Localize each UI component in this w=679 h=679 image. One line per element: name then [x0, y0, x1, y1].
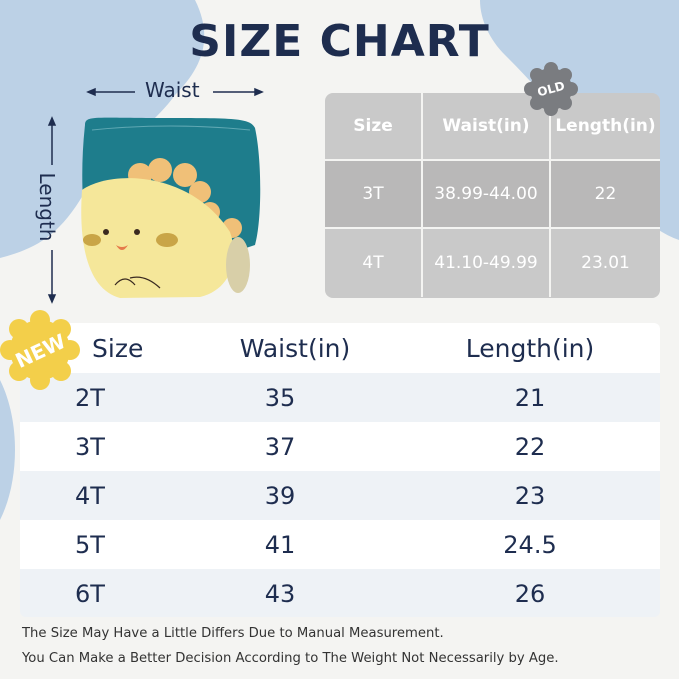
old-size-table: Size Waist(in) Length(in) 3T 38.99-44.00…	[325, 93, 660, 298]
cell-size: 3T	[325, 161, 423, 227]
cell-waist: 35	[264, 383, 296, 412]
note-weight: You Can Make a Better Decision According…	[22, 651, 559, 666]
cell-size: 2T	[75, 383, 105, 412]
new-size-table: Size Waist(in) Length(in) 2T 35 21 3T 37 22 …	[20, 323, 660, 617]
cell-length: 23	[514, 481, 546, 510]
cell-size: 3T	[75, 432, 105, 461]
cell-size: 4T	[75, 481, 105, 510]
table-row: 3T 38.99-44.00 22	[325, 161, 660, 229]
table-row: 6T 43 26	[20, 569, 660, 617]
header-size: Size	[325, 93, 423, 159]
cell-waist: 39	[264, 481, 296, 510]
table-row: 4T 41.10-49.99 23.01	[325, 229, 660, 297]
length-label: Length	[35, 172, 59, 242]
cell-length: 24.5	[503, 530, 557, 559]
old-badge: OLD	[524, 62, 578, 116]
cell-waist: 41.10-49.99	[423, 229, 551, 297]
table-header-row: Size Waist(in) Length(in)	[325, 93, 660, 161]
cell-waist: 38.99-44.00	[423, 161, 551, 227]
cell-length: 22	[594, 184, 617, 204]
cell-waist: 43	[264, 579, 296, 608]
table-row: 2T 35 21	[20, 373, 660, 422]
cell-size: 5T	[75, 530, 105, 559]
length-arrow-icon	[47, 116, 57, 304]
cell-waist: 37	[264, 432, 296, 461]
table-row: 4T 39 23	[20, 471, 660, 520]
header-waist: Waist(in)	[423, 93, 551, 159]
old-badge-text: OLD	[536, 79, 567, 100]
cell-length: 21	[514, 383, 546, 412]
header-size: Size	[92, 333, 144, 363]
table-row: 5T 41 24.5	[20, 520, 660, 569]
table-header-row: Size Waist(in) Length(in)	[20, 323, 660, 373]
page-title: SIZE CHART	[189, 16, 490, 67]
waist-arrow-icon	[86, 87, 264, 97]
header-waist: Waist(in)	[239, 333, 351, 363]
note-measurement: The Size May Have a Little Differs Due t…	[22, 626, 444, 641]
cell-size: 4T	[325, 229, 423, 297]
header-length: Length(in)	[555, 116, 656, 136]
cell-length: 22	[514, 432, 546, 461]
new-badge: NEW	[0, 310, 80, 390]
header-length: Length(in)	[465, 333, 595, 363]
table-row: 3T 37 22	[20, 422, 660, 471]
waist-label: Waist	[145, 78, 200, 102]
cell-length: 26	[514, 579, 546, 608]
product-illustration	[47, 87, 264, 304]
cell-size: 6T	[75, 579, 105, 608]
cell-length: 23.01	[581, 253, 630, 273]
cell-waist: 41	[264, 530, 296, 559]
